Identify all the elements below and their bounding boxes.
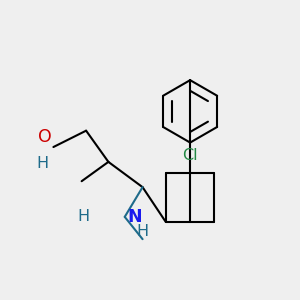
Text: H: H <box>136 224 148 239</box>
Text: O: O <box>38 128 52 146</box>
Text: N: N <box>128 208 142 226</box>
Text: Cl: Cl <box>182 148 198 163</box>
Text: H: H <box>77 209 89 224</box>
Text: H: H <box>37 156 49 171</box>
